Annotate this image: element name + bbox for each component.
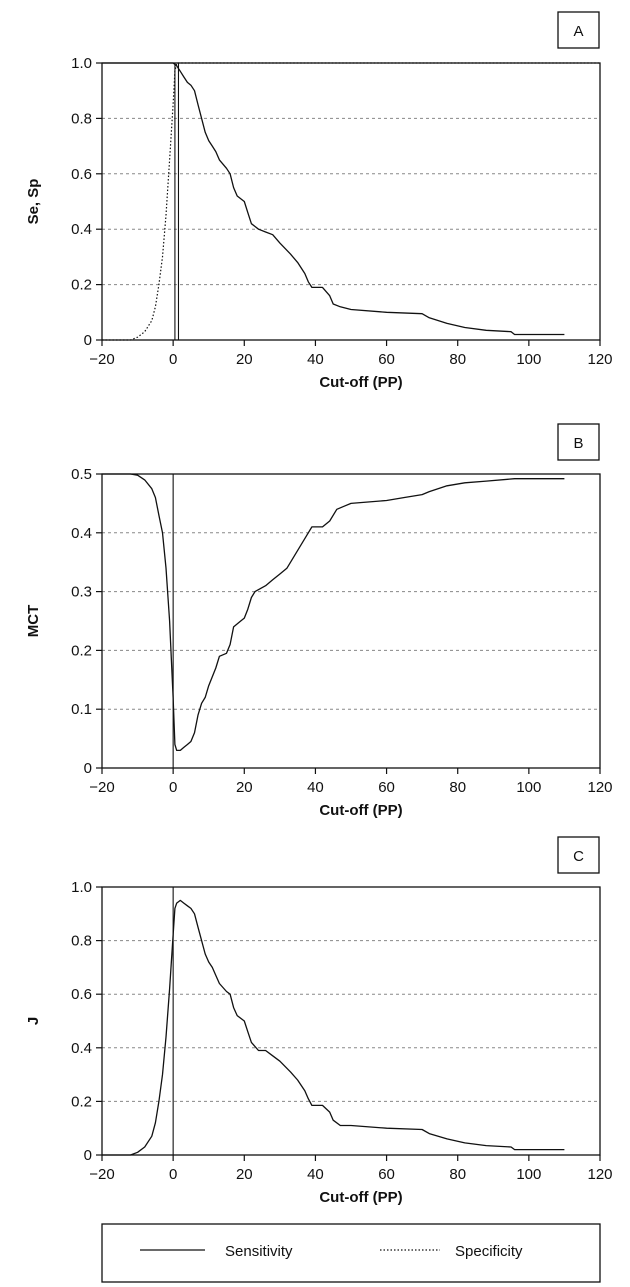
panel-b-x-tick-label: −20 <box>89 779 114 796</box>
panel-b-label: B <box>573 435 583 452</box>
panel-a-y-tick-label: 0.4 <box>71 221 92 238</box>
panel-a-x-tick-label: 40 <box>307 351 324 368</box>
panel-b-x-axis-title: Cut-off (PP) <box>319 802 402 819</box>
panel-c-y-tick-label: 0.8 <box>71 933 92 950</box>
panel-a-y-tick-label: 0.2 <box>71 277 92 294</box>
panel-b-plot-frame <box>101 473 601 769</box>
panel-b-x-tick-label: 60 <box>378 779 395 796</box>
panel-b-x-tick-label: 0 <box>169 779 177 796</box>
panel-b-series-mct-line <box>102 473 565 752</box>
panel-b-x-tick-label: 40 <box>307 779 324 796</box>
panel-a-x-tick-label: 60 <box>378 351 395 368</box>
panel-c-x-axis-title: Cut-off (PP) <box>319 1189 402 1206</box>
panel-a-y-axis-title: Se, Sp <box>25 179 42 225</box>
legend-label-specificity: Specificity <box>455 1243 523 1260</box>
panel-a-y-tick-label: 1.0 <box>71 55 92 72</box>
panel-c-label-box <box>557 836 600 874</box>
panel-b-y-tick-label: 0.3 <box>71 584 92 601</box>
panel-c-x-tick-label: 20 <box>236 1166 253 1183</box>
panel-b-y-tick-label: 0.5 <box>71 466 92 483</box>
panel-b-y-tick-label: 0.1 <box>71 701 92 718</box>
panel-a-y-tick-label: 0.8 <box>71 110 92 127</box>
panel-c-label: C <box>573 848 584 865</box>
panel-a-series-specificity-line <box>102 62 600 341</box>
panel-c-x-tick-label: 120 <box>587 1166 612 1183</box>
panel-b-y-tick-label: 0.2 <box>71 642 92 659</box>
panel-a-x-tick-label: 80 <box>449 351 466 368</box>
panel-b-label-box <box>557 423 600 461</box>
panel-a-x-tick-label: −20 <box>89 351 114 368</box>
panel-b-x-tick-label: 120 <box>587 779 612 796</box>
panel-a-x-axis-title: Cut-off (PP) <box>319 374 402 391</box>
panel-b-y-tick-label: 0 <box>84 760 92 777</box>
panel-c-x-tick-label: 100 <box>516 1166 541 1183</box>
panel-b-y-axis-title: MCT <box>25 605 42 638</box>
panel-b-x-tick-label: 20 <box>236 779 253 796</box>
panel-c-x-tick-label: −20 <box>89 1166 114 1183</box>
panel-c-y-tick-label: 0.6 <box>71 986 92 1003</box>
panel-c-series-j-line <box>102 899 565 1156</box>
panel-c-x-tick-label: 60 <box>378 1166 395 1183</box>
panel-c-y-tick-label: 0 <box>84 1147 92 1164</box>
panel-a-label: A <box>573 23 583 40</box>
panel-c-y-tick-label: 0.2 <box>71 1093 92 1110</box>
panel-c-plot-frame <box>101 886 601 1156</box>
panel-a-x-tick-label: 120 <box>587 351 612 368</box>
legend-box <box>101 1223 601 1283</box>
panel-a-y-tick-label: 0 <box>84 332 92 349</box>
legend-label-sensitivity: Sensitivity <box>225 1243 293 1260</box>
panel-a-x-tick-label: 0 <box>169 351 177 368</box>
panel-a-plot-frame <box>101 62 601 341</box>
panel-b-y-tick-label: 0.4 <box>71 525 92 542</box>
panel-c-x-tick-label: 0 <box>169 1166 177 1183</box>
panel-b-x-tick-label: 80 <box>449 779 466 796</box>
panel-a-label-box <box>557 11 600 49</box>
panel-a-x-tick-label: 100 <box>516 351 541 368</box>
panel-c-y-axis-title: J <box>25 1017 42 1025</box>
panel-b-x-tick-label: 100 <box>516 779 541 796</box>
panel-c-x-tick-label: 80 <box>449 1166 466 1183</box>
panel-a-series-sensitivity-line <box>102 62 565 336</box>
panel-c-y-tick-label: 0.4 <box>71 1040 92 1057</box>
panel-a-x-tick-label: 20 <box>236 351 253 368</box>
panel-c-x-tick-label: 40 <box>307 1166 324 1183</box>
panel-c-y-tick-label: 1.0 <box>71 879 92 896</box>
panel-a-y-tick-label: 0.6 <box>71 166 92 183</box>
